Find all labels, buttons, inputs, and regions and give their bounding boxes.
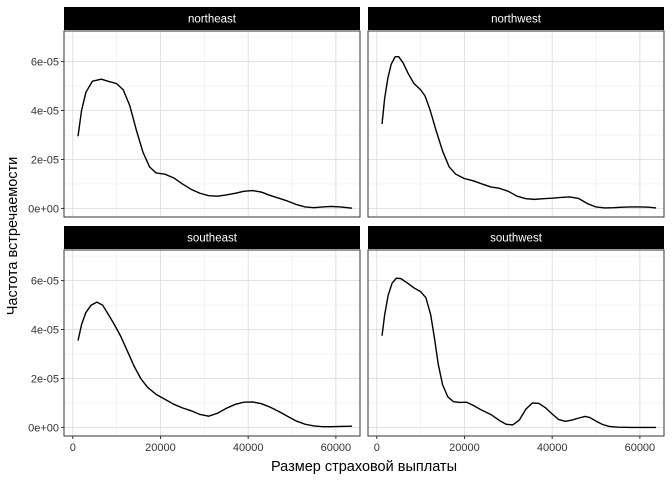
facet-panel-northwest: northwest (367, 7, 665, 218)
facet-strip (368, 226, 664, 249)
y-tick-label: 6e-05 (31, 276, 59, 288)
plot-background (368, 250, 664, 436)
panel-border (63, 249, 361, 437)
plot-background (64, 31, 360, 217)
facet-strip (64, 226, 360, 249)
panel-border (367, 30, 665, 218)
x-axis-title: Размер страховой выплаты (271, 459, 457, 475)
panel-border (63, 30, 361, 218)
y-tick-label: 4e-05 (31, 325, 59, 337)
y-tick-label: 4e-05 (31, 106, 59, 118)
facet-strip (368, 7, 664, 30)
y-tick-label: 6e-05 (31, 57, 59, 69)
x-tick-label: 40000 (233, 442, 264, 454)
x-tick-label: 20000 (145, 442, 176, 454)
x-tick-label: 60000 (625, 442, 656, 454)
x-tick-label: 0 (70, 442, 76, 454)
density-line-northwest (381, 56, 657, 209)
x-tick-label: 20000 (449, 442, 480, 454)
panel-border (367, 249, 665, 437)
y-tick-label: 0e+00 (28, 203, 59, 215)
plot-background (368, 31, 664, 217)
y-tick-label: 2e-05 (31, 154, 59, 166)
facet-panel-southeast: southeast 0e+00 2e-05 4e-05 6e-05 0 20000 40000… (28, 226, 361, 454)
facet-panel-southwest: southwest 0 20000 40000 60000 (367, 226, 665, 454)
facet-strip-label: southeast (187, 233, 238, 245)
facet-strip-label: northeast (188, 14, 237, 26)
facet-strip (64, 7, 360, 30)
density-line-southwest (381, 277, 657, 429)
plot-background (64, 250, 360, 436)
facet-strip-label: northwest (491, 14, 542, 26)
x-tick-label: 60000 (321, 442, 352, 454)
y-tick-label: 2e-05 (31, 373, 59, 385)
facet-panel-northeast: northeast 0e+00 2e-05 4e-05 6e-05 (28, 7, 361, 218)
x-tick-label: 40000 (537, 442, 568, 454)
density-line-northeast (77, 78, 353, 209)
facet-strip-label: southwest (490, 233, 543, 245)
y-axis-title: Частота встречаемости (5, 157, 21, 316)
y-tick-label: 0e+00 (28, 422, 59, 434)
density-line-southeast (77, 301, 353, 428)
x-tick-label: 0 (374, 442, 380, 454)
